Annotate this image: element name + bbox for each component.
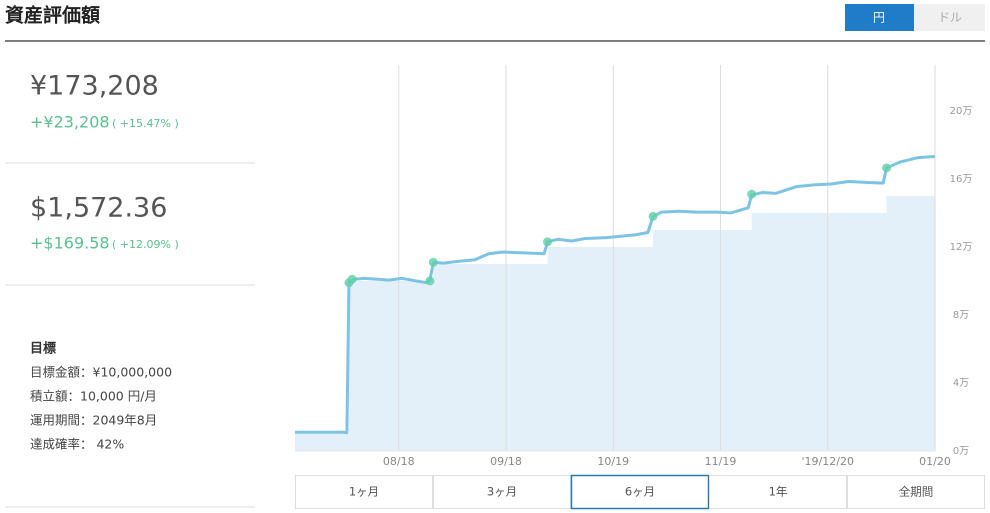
principal-area xyxy=(295,195,935,451)
toggle-dollar[interactable] xyxy=(914,4,985,31)
deposit-marker xyxy=(347,274,357,284)
x-tick-label: 11/19 xyxy=(705,455,737,468)
usd-change: +$169.58 xyxy=(30,234,110,253)
goal-line: 達成確率： 42% xyxy=(30,437,124,452)
y-tick-label: 0万 xyxy=(953,446,969,457)
x-tick-label: 01/20 xyxy=(919,455,951,468)
yen-change: +¥23,208 xyxy=(30,113,110,132)
range-button[interactable] xyxy=(709,475,847,509)
range-button[interactable] xyxy=(847,475,985,509)
y-tick-label: 8万 xyxy=(953,310,969,321)
deposit-marker xyxy=(425,276,435,286)
deposit-marker xyxy=(428,257,438,267)
toggle-yen[interactable] xyxy=(845,4,914,31)
deposit-marker xyxy=(882,163,892,173)
range-button-label[interactable]: 全期間 xyxy=(899,485,934,499)
y-tick-label: 4万 xyxy=(953,378,969,389)
yen-percent: ( +15.47% ) xyxy=(112,117,179,130)
goal-title: 目標 xyxy=(30,341,56,357)
yen-value: ¥173,208 xyxy=(30,71,159,102)
y-tick-label: 12万 xyxy=(950,242,973,253)
toggle-dollar-label[interactable]: ドル xyxy=(938,11,962,25)
x-tick-label: 08/18 xyxy=(383,455,415,468)
deposit-marker xyxy=(543,237,553,247)
x-tick-label: 09/18 xyxy=(490,455,522,468)
deposit-marker xyxy=(747,189,757,199)
range-button-label[interactable]: 1年 xyxy=(769,485,788,499)
range-button-label[interactable]: 1ヶ月 xyxy=(349,485,379,499)
goal-line: 運用期間：2049年8月 xyxy=(30,413,157,428)
goal-line: 目標金額：¥10,000,000 xyxy=(30,365,172,380)
range-button[interactable] xyxy=(295,475,433,509)
y-tick-label: 16万 xyxy=(950,174,973,185)
asset-line xyxy=(295,154,936,435)
range-button-label[interactable]: 6ヶ月 xyxy=(625,485,655,499)
usd-percent: ( +12.09% ) xyxy=(112,238,179,251)
range-button-label[interactable]: 3ヶ月 xyxy=(487,485,517,499)
title: 資産評価額 xyxy=(5,4,100,27)
range-button[interactable] xyxy=(433,475,571,509)
deposit-marker xyxy=(648,211,658,221)
x-tick-label: '19/12/20 xyxy=(802,455,854,468)
y-tick-label: 20万 xyxy=(950,106,973,117)
toggle-yen-label[interactable]: 円 xyxy=(873,11,885,25)
usd-value: $1,572.36 xyxy=(30,193,167,224)
x-tick-label: 10/19 xyxy=(597,455,629,468)
goal-line: 積立額：10,000 円/月 xyxy=(30,389,157,404)
range-button[interactable] xyxy=(570,474,710,510)
